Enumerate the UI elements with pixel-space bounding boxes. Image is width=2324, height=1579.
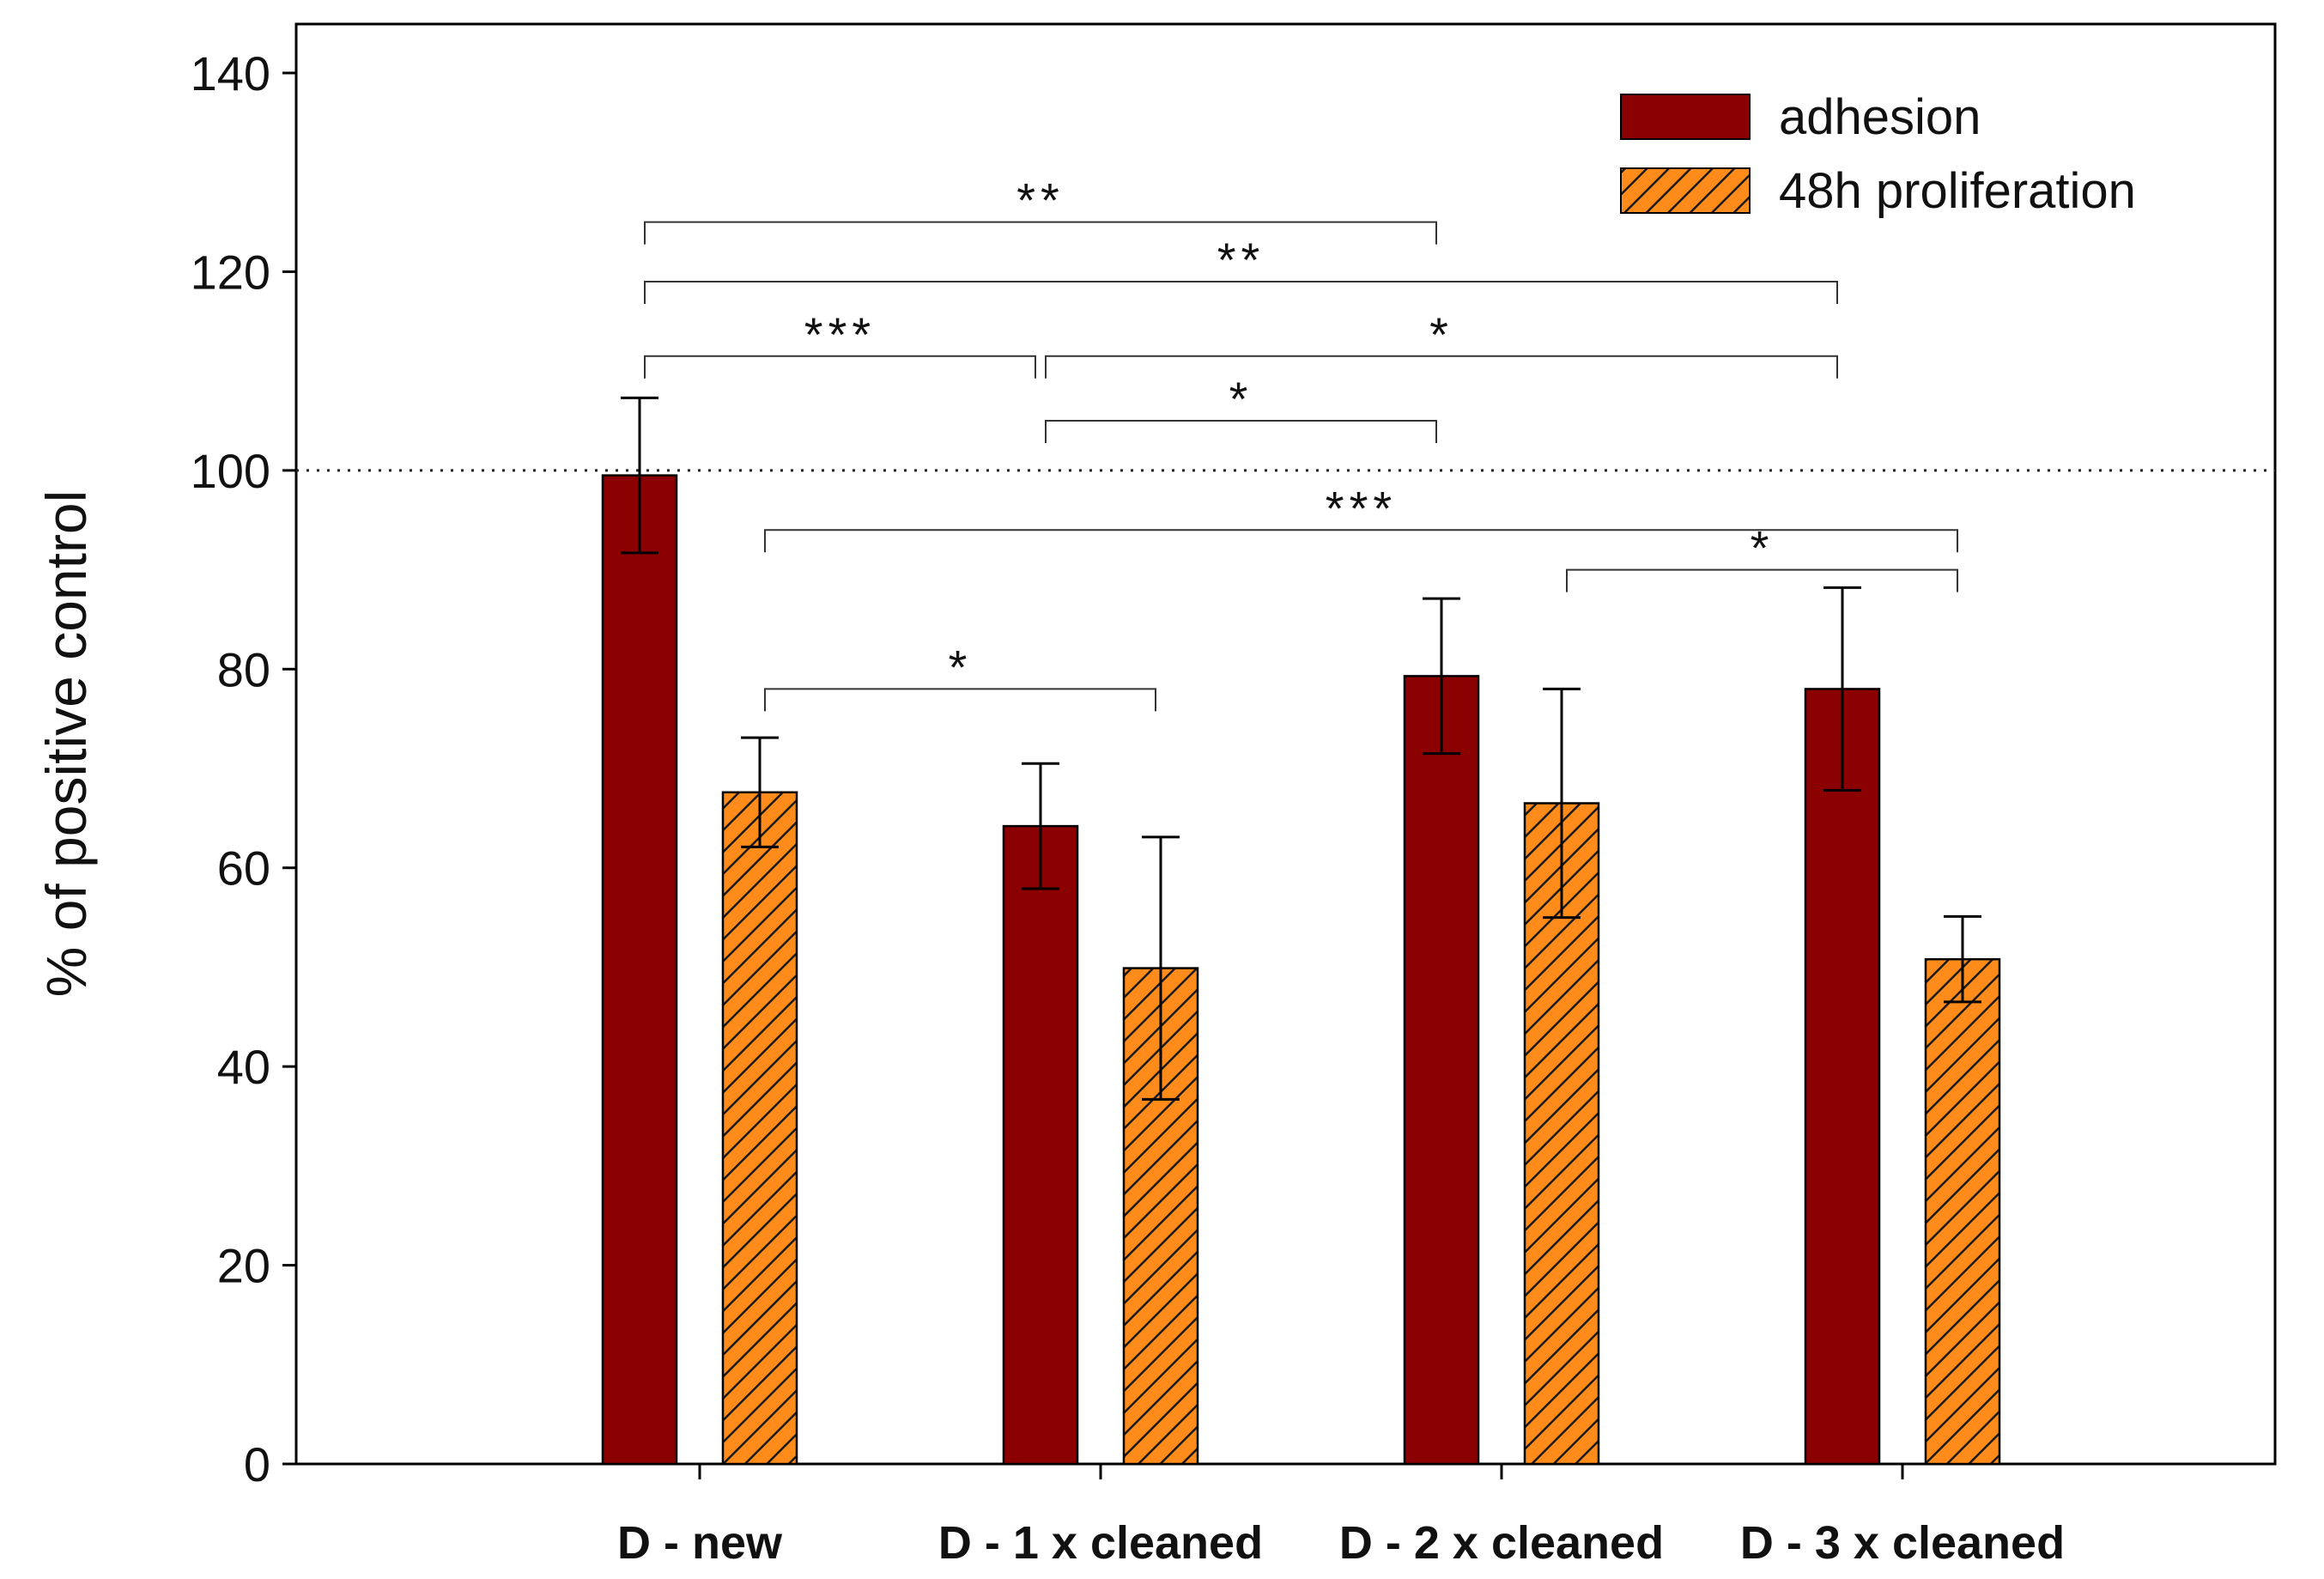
legend-label-proliferation: 48h proliferation [1779,163,2136,219]
legend-swatch-proliferation [1620,167,1751,214]
y-tick-label: 40 [217,1040,270,1094]
y-tick-label: 120 [191,245,270,299]
y-tick-label: 20 [217,1239,270,1293]
significance-label: ** [1217,233,1265,287]
x-tick-label: D - 2 x cleaned [1339,1517,1664,1569]
x-tick-label: D - new [617,1517,783,1569]
significance-bracket [1045,355,1838,379]
significance-bracket [764,688,1156,712]
bars [601,396,2001,1466]
y-tick-label: 140 [191,46,270,100]
significance-label: ** [1016,173,1065,228]
y-tick-label: 60 [217,841,270,896]
y-axis: 0 20 40 60 80 100 120 140 [191,46,296,1491]
significance-bracket [644,221,1437,245]
bar-proliferation [1924,957,2001,1466]
bar-adhesion [1002,824,1079,1466]
x-axis: D - new D - 1 x cleaned D - 2 x cleaned D -… [617,1464,2065,1569]
significance-bracket [644,281,1838,304]
legend: adhesion 48h proliferation [1620,89,2136,219]
significance-label: * [1751,521,1775,575]
plot-frame [294,22,2277,1466]
x-tick-label: D - 1 x cleaned [938,1517,1263,1569]
y-tick-label: 100 [191,444,270,498]
x-tick-label: D - 3 x cleaned [1740,1517,2065,1569]
bar-proliferation [721,791,798,1466]
significance-label: *** [1326,481,1397,535]
significance-bracket [644,355,1036,379]
legend-swatch-adhesion [1620,94,1751,140]
legend-label-adhesion: adhesion [1779,89,1981,145]
bar-adhesion [1403,675,1480,1466]
bar-adhesion [601,474,678,1466]
y-axis-title: % of positive control [34,490,98,998]
significance-bracket [1566,568,1958,592]
significance-bracket [1045,420,1437,443]
significance-label: *** [804,307,876,361]
significance-brackets: ******* ******* [644,173,1958,712]
bar-adhesion [1804,688,1881,1466]
significance-label: * [1429,307,1453,361]
significance-label: * [1229,372,1253,426]
y-tick-label: 80 [217,642,270,696]
significance-bracket [764,529,1958,553]
y-tick-label: 0 [244,1437,270,1491]
significance-label: * [949,640,973,694]
